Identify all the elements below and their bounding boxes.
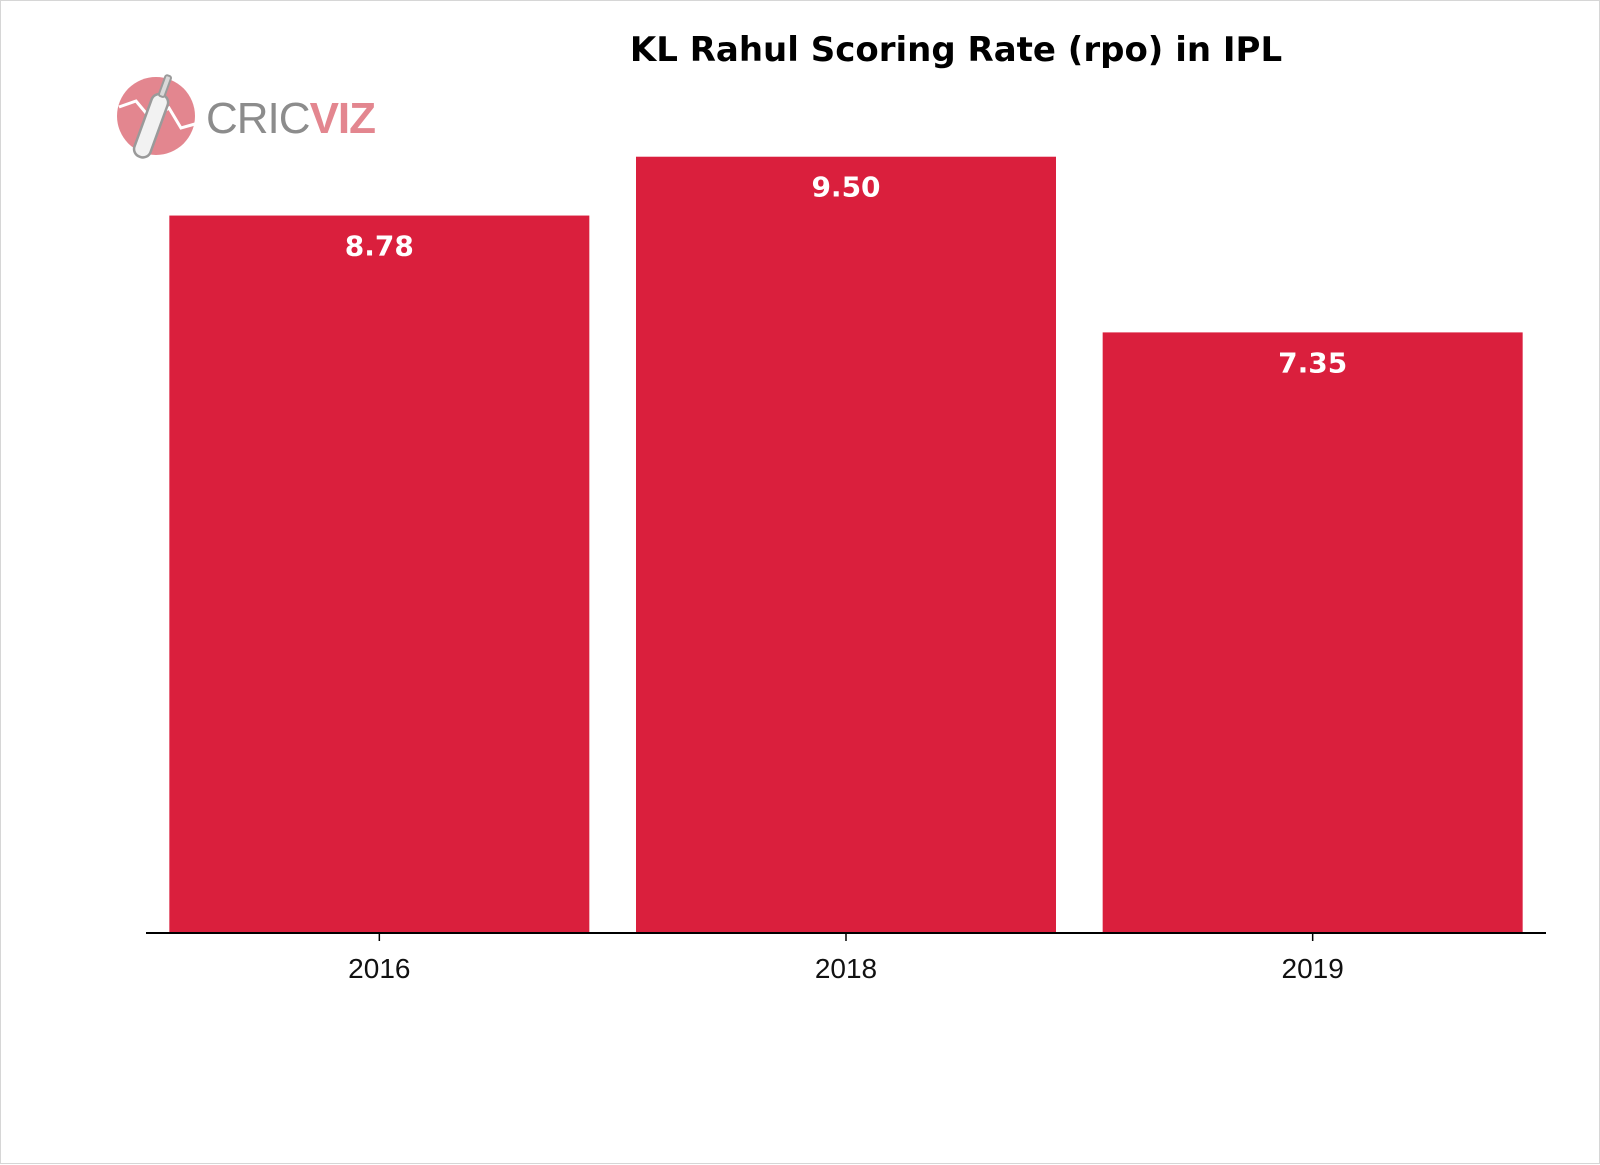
logo-text-cric: CRIC	[206, 94, 310, 143]
data-label-2016: 8.78	[345, 230, 414, 263]
bar-2019	[1102, 332, 1523, 933]
cricket-bat-icon	[117, 74, 196, 159]
x-axis: 2016 2018 2019	[146, 932, 1546, 984]
bars-group	[169, 156, 1523, 933]
chart-title: KL Rahul Scoring Rate (rpo) in IPL	[630, 30, 1282, 70]
svg-text:CRICVIZ: CRICVIZ	[206, 94, 375, 143]
bar-2018	[636, 156, 1056, 933]
x-tick-label-2016: 2016	[348, 953, 410, 984]
data-labels-group: 8.78 9.50 7.35	[345, 171, 1347, 380]
cricviz-logo: CRICVIZ	[117, 74, 376, 159]
x-tick-label-2019: 2019	[1282, 953, 1344, 984]
x-tick-label-2018: 2018	[815, 953, 877, 984]
bar-2016	[169, 215, 590, 933]
data-label-2019: 7.35	[1278, 346, 1347, 379]
logo-text-viz: VIZ	[310, 94, 376, 143]
data-label-2018: 9.50	[811, 171, 880, 204]
